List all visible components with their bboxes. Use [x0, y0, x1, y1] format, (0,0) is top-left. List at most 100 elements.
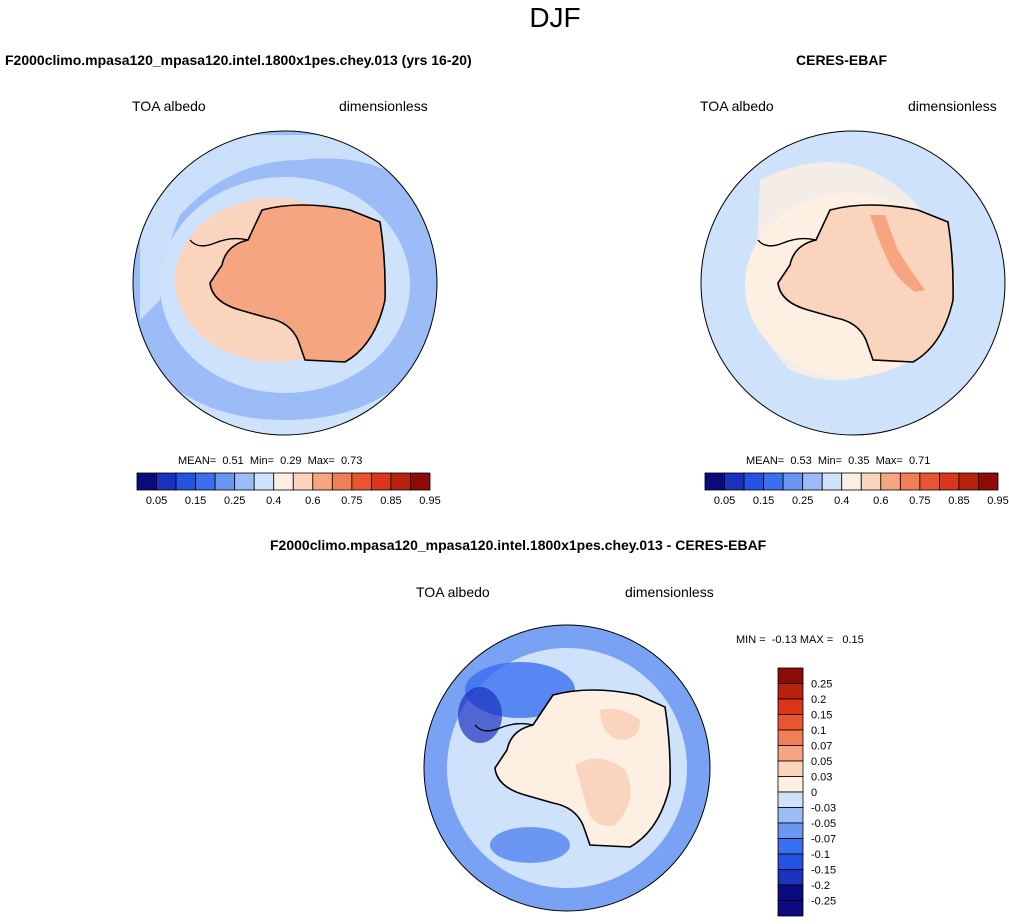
colorbar-2-box: [802, 472, 823, 491]
panel-2-title: CERES-EBAF: [796, 52, 888, 68]
map-2-antarctica: [778, 205, 954, 362]
colorbar-3-tick-label: -0.15: [811, 865, 836, 877]
colorbar-2-tick-label: 0.25: [792, 495, 813, 507]
map-3: [423, 624, 711, 912]
map-3-negative-ring: [424, 625, 710, 911]
colorbar-2-box: [860, 472, 882, 491]
colorbar-3-tick-label: 0.03: [811, 772, 832, 784]
colorbar-2-box: [880, 472, 901, 491]
colorbar-3-box: [777, 760, 804, 777]
colorbar-3-tick-label: -0.25: [811, 896, 836, 908]
colorbar-2-tick-label: 0.75: [909, 495, 930, 507]
colorbar-1-box: [253, 472, 275, 491]
colorbar-2-box: [919, 472, 940, 491]
colorbar-1-box: [312, 472, 333, 491]
colorbar-1-box: [370, 472, 392, 491]
colorbar-2-box: [763, 472, 784, 491]
colorbar-3-box: [777, 900, 804, 917]
colorbar-1-box: [234, 472, 255, 491]
panel-3-right-subtitle: dimensionless: [625, 584, 714, 600]
colorbar-3-box: [777, 822, 804, 839]
colorbar-2-box: [782, 472, 804, 491]
colorbar-1-tick-label: 0.95: [419, 495, 440, 507]
map-3-coastline: [494, 689, 671, 848]
colorbar-3-tick-label: 0.2: [811, 694, 826, 706]
colorbar-3-tick-label: 0.07: [811, 741, 832, 753]
colorbar-2-box: [821, 472, 843, 491]
colorbar-3-tick-label: 0.25: [811, 679, 832, 691]
colorbar-3-box: [777, 698, 804, 715]
colorbar-2-box: [743, 472, 764, 491]
colorbar-1-box: [273, 472, 294, 491]
figure-title: DJF: [529, 2, 581, 33]
colorbar-3-box: [777, 683, 804, 700]
colorbar-1-box: [136, 472, 157, 491]
colorbar-3-box: [777, 853, 804, 870]
map-1-antarctica: [210, 205, 386, 362]
colorbar-3-box: [777, 884, 804, 901]
map-1-border: [132, 130, 438, 436]
colorbar-1-box: [292, 472, 314, 491]
panel-1-left-subtitle: TOA albedo: [132, 98, 206, 114]
colorbar-3-box: [777, 667, 804, 684]
panel-3-stats: MIN = -0.13 MAX = 0.15: [736, 634, 864, 646]
panel-1-right-subtitle: dimensionless: [339, 98, 428, 114]
colorbar-2-box: [704, 472, 725, 491]
panel-2-right-subtitle: dimensionless: [908, 98, 997, 114]
colorbar-1-box: [195, 472, 216, 491]
map-1-coastline: [209, 204, 386, 363]
colorbar-3-tick-label: -0.07: [811, 834, 836, 846]
colorbar-1-tick-label: 0.25: [224, 495, 245, 507]
map-3-border: [423, 624, 711, 912]
colorbar-3-box: [777, 745, 804, 762]
map-2-coastline: [777, 204, 954, 363]
colorbar-1-tick-label: 0.75: [341, 495, 362, 507]
colorbar-3-box: [777, 776, 804, 793]
colorbar-2-box: [724, 472, 745, 491]
colorbar-3-box: [777, 838, 804, 855]
colorbar-1: 0.05 0.15 0.25 0.4 0.6 0.75 0.85 0.95: [136, 472, 441, 507]
colorbar-3-tick-label: 0: [811, 787, 817, 799]
colorbar-3-tick-label: 0.05: [811, 756, 832, 768]
colorbar-1-tick-label: 0.4: [266, 495, 281, 507]
colorbar-1-box: [214, 472, 236, 491]
map-1: [132, 130, 438, 436]
colorbar-2-tick-label: 0.4: [834, 495, 849, 507]
colorbar-1-box: [331, 472, 353, 491]
colorbar-1-box: [410, 472, 431, 491]
panel-2-stats: MEAN= 0.53 Min= 0.35 Max= 0.71: [746, 455, 931, 467]
colorbar-2-box: [939, 472, 960, 491]
panel-3-left-subtitle: TOA albedo: [416, 584, 490, 600]
colorbar-3-tick-label: -0.1: [811, 849, 830, 861]
colorbar-3-tick-label: 0.15: [811, 710, 832, 722]
colorbar-3: 0.25 0.2 0.15 0.1 0.07 0.05 0.03 0 -0.03 -0.05 -0.…: [777, 667, 836, 917]
panel-3-title: F2000climo.mpasa120_mpasa120.intel.1800x…: [270, 537, 767, 553]
colorbar-2-tick-label: 0.85: [948, 495, 969, 507]
panel-1-stats: MEAN= 0.51 Min= 0.29 Max= 0.73: [178, 455, 363, 467]
colorbar-1-tick-label: 0.15: [185, 495, 206, 507]
colorbar-2-tick-label: 0.15: [753, 495, 774, 507]
map-2-border: [700, 130, 1006, 436]
colorbar-3-box: [777, 714, 804, 731]
colorbar-3-box: [777, 791, 804, 808]
colorbar-3-tick-label: -0.2: [811, 880, 830, 892]
colorbar-2-box: [978, 472, 999, 491]
colorbar-1-tick-label: 0.6: [305, 495, 320, 507]
colorbar-1-box: [390, 472, 411, 491]
panel-1-title: F2000climo.mpasa120_mpasa120.intel.1800x…: [5, 52, 472, 68]
colorbar-3-box: [777, 807, 804, 824]
colorbar-3-tick-label: -0.03: [811, 803, 836, 815]
colorbar-1-tick-label: 0.85: [380, 495, 401, 507]
colorbar-2-box: [899, 472, 921, 491]
colorbar-3-box: [777, 729, 804, 746]
colorbar-2-tick-label: 0.05: [714, 495, 735, 507]
map-2: [700, 130, 1006, 436]
map-2-high-albedo-ridge: [870, 215, 925, 292]
panel-2-left-subtitle: TOA albedo: [700, 98, 774, 114]
colorbar-1-box: [175, 472, 196, 491]
colorbar-3-tick-label: -0.05: [811, 818, 836, 830]
colorbar-2-tick-label: 0.6: [873, 495, 888, 507]
colorbar-2: 0.05 0.15 0.25 0.4 0.6 0.75 0.85 0.95: [704, 472, 1009, 507]
colorbar-2-box: [958, 472, 979, 491]
